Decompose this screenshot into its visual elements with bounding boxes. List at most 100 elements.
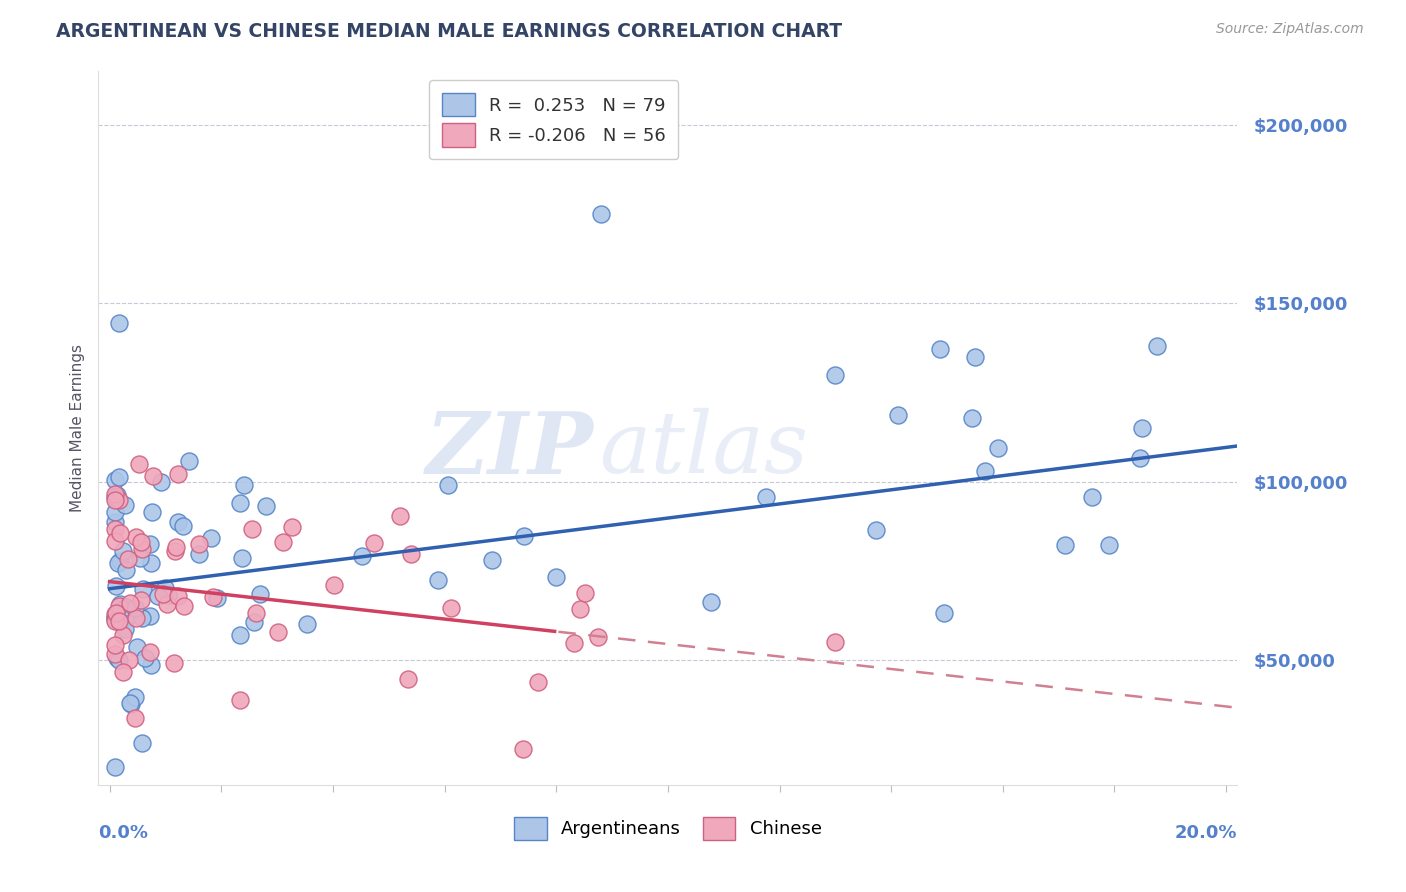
Point: [131, 736, 153, 750]
Point: [562, 636, 585, 650]
Point: [165, 544, 187, 558]
Point: [104, 612, 127, 626]
Point: [544, 570, 567, 584]
Point: [1146, 339, 1168, 353]
Point: [188, 547, 211, 561]
Point: [179, 454, 201, 468]
Point: [114, 498, 136, 512]
Point: [173, 599, 195, 613]
Point: [887, 409, 910, 423]
Point: [440, 601, 463, 615]
Point: [205, 591, 228, 605]
Point: [388, 508, 411, 523]
Point: [973, 464, 995, 478]
Point: [139, 608, 162, 623]
Point: [960, 410, 983, 425]
Point: [108, 599, 131, 614]
Point: [481, 553, 503, 567]
Point: [865, 523, 887, 537]
Point: [105, 488, 128, 502]
Point: [114, 622, 136, 636]
Point: [114, 599, 136, 614]
Point: [112, 665, 135, 679]
Point: [125, 640, 148, 655]
Point: [589, 207, 612, 221]
Text: ZIP: ZIP: [426, 408, 593, 491]
Point: [125, 530, 148, 544]
Point: [165, 541, 187, 555]
Point: [104, 533, 127, 548]
Point: [152, 586, 174, 600]
Point: [824, 368, 846, 382]
Point: [104, 522, 127, 536]
Text: atlas: atlas: [599, 409, 808, 491]
Point: [1098, 538, 1121, 552]
Point: [104, 647, 127, 661]
Point: [104, 490, 127, 504]
Point: [104, 760, 127, 774]
Point: [172, 519, 194, 533]
Point: [128, 457, 150, 471]
Point: [129, 550, 152, 565]
Point: [150, 475, 173, 490]
Point: [156, 598, 179, 612]
Point: [569, 602, 592, 616]
Point: [396, 672, 419, 686]
Point: [574, 586, 596, 600]
Point: [755, 490, 778, 504]
Point: [352, 549, 374, 563]
Point: [134, 651, 156, 665]
Point: [167, 589, 190, 603]
Y-axis label: Median Male Earnings: Median Male Earnings: [69, 344, 84, 512]
Point: [231, 551, 253, 566]
Point: [1081, 490, 1104, 504]
Point: [108, 615, 131, 629]
Point: [200, 531, 222, 545]
Text: 0.0%: 0.0%: [98, 824, 149, 842]
Point: [188, 537, 211, 551]
Point: [131, 541, 153, 556]
Point: [201, 590, 224, 604]
Point: [273, 535, 295, 549]
Point: [527, 674, 550, 689]
Point: [104, 607, 127, 621]
Point: [125, 611, 148, 625]
Point: [107, 556, 129, 570]
Point: [142, 469, 165, 483]
Point: [118, 697, 141, 711]
Point: [104, 492, 127, 507]
Point: [124, 711, 146, 725]
Point: [108, 597, 131, 611]
Point: [107, 316, 129, 330]
Point: [929, 342, 952, 356]
Point: [107, 470, 129, 484]
Point: [141, 556, 163, 570]
Point: [436, 478, 458, 492]
Point: [243, 615, 266, 629]
Point: [157, 588, 180, 602]
Point: [104, 638, 127, 652]
Text: Source: ZipAtlas.com: Source: ZipAtlas.com: [1216, 22, 1364, 37]
Point: [104, 606, 127, 620]
Point: [240, 522, 263, 536]
Point: [700, 595, 723, 609]
Point: [117, 551, 139, 566]
Text: 20.0%: 20.0%: [1175, 824, 1237, 842]
Point: [108, 492, 131, 507]
Point: [104, 610, 127, 624]
Point: [166, 467, 188, 481]
Point: [245, 606, 267, 620]
Point: [129, 535, 152, 549]
Point: [108, 525, 131, 540]
Point: [141, 505, 163, 519]
Point: [512, 742, 534, 756]
Point: [139, 644, 162, 658]
Point: [104, 516, 127, 530]
Point: [1130, 421, 1153, 435]
Point: [323, 578, 346, 592]
Point: [427, 573, 450, 587]
Point: [153, 581, 176, 595]
Point: [513, 529, 536, 543]
Point: [139, 657, 162, 672]
Point: [111, 544, 134, 558]
